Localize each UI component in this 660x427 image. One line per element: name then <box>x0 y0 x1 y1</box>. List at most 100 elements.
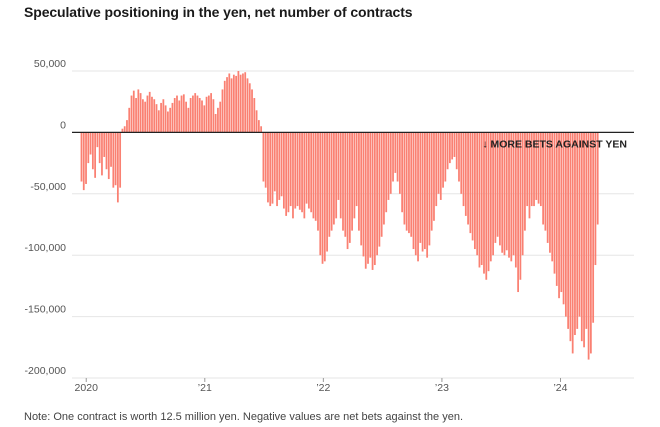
bar <box>471 132 474 241</box>
bar <box>564 132 567 317</box>
bar <box>530 132 533 207</box>
bar <box>492 132 494 256</box>
bar <box>348 132 351 243</box>
bar <box>123 126 126 133</box>
bar <box>226 77 228 133</box>
bar <box>276 132 278 207</box>
bar <box>578 132 581 317</box>
bar <box>526 132 529 207</box>
bar <box>160 102 162 133</box>
bar <box>435 132 438 207</box>
gridlines <box>72 70 634 379</box>
bar <box>292 132 294 219</box>
bar <box>569 132 572 342</box>
bar <box>280 132 283 197</box>
bar <box>101 132 103 176</box>
bar <box>314 132 317 221</box>
bar <box>478 132 481 268</box>
bar <box>562 132 565 305</box>
bar <box>116 132 119 203</box>
bar <box>369 132 372 258</box>
y-tick-label: -50,000 <box>30 181 66 193</box>
bar <box>551 132 554 262</box>
bar <box>253 98 256 133</box>
bar <box>367 132 369 264</box>
bar <box>535 132 538 200</box>
bar <box>296 132 299 207</box>
bar <box>501 132 504 253</box>
bar <box>358 132 360 231</box>
bar <box>508 132 510 258</box>
bar <box>330 132 333 231</box>
bar <box>112 132 115 188</box>
x-tick-label: ’22 <box>316 382 330 394</box>
bar <box>537 132 540 204</box>
bar <box>171 102 174 133</box>
bar <box>337 132 340 200</box>
bar <box>205 96 208 133</box>
bar <box>94 132 97 178</box>
bar <box>451 132 454 160</box>
bar <box>235 75 238 133</box>
bar <box>544 132 547 231</box>
bar <box>167 111 169 133</box>
bar <box>255 110 258 133</box>
bar <box>221 89 224 133</box>
bar <box>285 132 288 216</box>
bar <box>589 132 592 354</box>
bar <box>594 132 597 266</box>
bar <box>467 132 469 225</box>
bar <box>114 132 117 186</box>
bar <box>271 132 274 204</box>
bar <box>403 132 406 225</box>
y-axis-ticks: 50,000 0 -50,000 -100,000 -150,000 -200,000 <box>25 58 67 377</box>
bar <box>107 132 110 180</box>
bar <box>210 93 212 133</box>
bar <box>426 132 429 258</box>
bar <box>362 132 365 257</box>
bar <box>546 132 549 243</box>
bar <box>453 132 456 157</box>
bar <box>287 132 290 213</box>
bar <box>196 95 199 133</box>
bar <box>542 132 545 225</box>
bar <box>596 132 599 225</box>
bar <box>126 120 128 133</box>
bar <box>446 132 449 170</box>
bar <box>469 132 472 234</box>
bar <box>303 132 306 219</box>
bar <box>328 132 331 237</box>
bar <box>146 95 149 133</box>
bar <box>464 132 467 216</box>
bar <box>321 132 324 264</box>
bar <box>305 132 308 204</box>
bar <box>132 90 135 133</box>
bar <box>230 78 233 133</box>
bar <box>549 132 551 253</box>
bar <box>135 98 137 133</box>
bar <box>144 101 147 133</box>
bar <box>121 128 124 133</box>
bar <box>385 132 388 213</box>
bar <box>433 132 435 221</box>
bar <box>396 132 399 182</box>
x-tick-label: ’24 <box>553 382 567 394</box>
bar <box>89 132 92 155</box>
bar <box>439 132 442 200</box>
bar <box>512 132 515 256</box>
bar <box>378 132 381 247</box>
bar <box>371 132 374 270</box>
y-tick-label: 0 <box>60 119 66 131</box>
bar <box>105 132 108 170</box>
bar <box>339 132 342 219</box>
bar <box>389 132 392 194</box>
bar <box>217 107 219 133</box>
bar <box>462 132 465 207</box>
bar <box>173 98 176 133</box>
bar <box>376 132 378 256</box>
bar <box>260 126 263 133</box>
bar <box>360 132 363 246</box>
bar <box>571 132 574 354</box>
bar <box>442 132 444 188</box>
